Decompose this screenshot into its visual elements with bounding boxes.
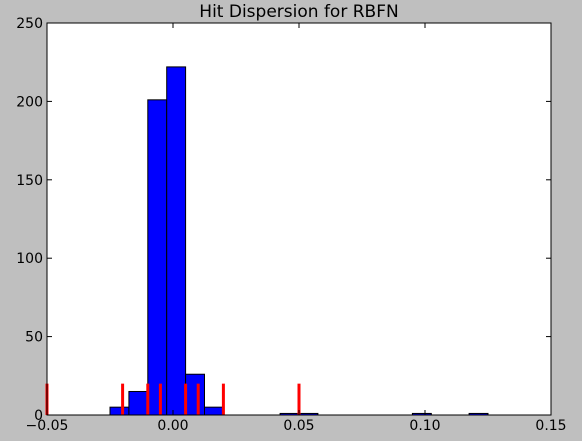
histogram-bar-0	[109, 406, 130, 416]
y-tick-label-3: 150	[16, 173, 43, 189]
axis-ticks	[46, 22, 552, 416]
chart-title: Hit Dispersion for RBFN	[199, 2, 398, 22]
x-tick-label-1: 0.00	[157, 418, 188, 434]
y-tick-label-2: 100	[16, 251, 43, 267]
x-tick-label-3: 0.10	[409, 418, 440, 434]
histogram-bar-5	[204, 406, 224, 416]
y-tick-label-1: 50	[25, 330, 43, 346]
histogram-bar-4	[185, 373, 206, 416]
x-tick-label-0: −0.05	[26, 418, 69, 434]
histogram-bar-1	[128, 390, 149, 416]
histogram-bar-2	[147, 99, 168, 416]
plot-area	[47, 23, 551, 415]
y-tick-label-4: 200	[16, 94, 43, 110]
histogram-bar-3	[166, 66, 187, 416]
x-tick-label-4: 0.15	[535, 418, 566, 434]
marker-lines	[45, 383, 301, 415]
x-tick-label-2: 0.05	[283, 418, 314, 434]
y-tick-label-0: 0	[34, 408, 43, 424]
y-tick-label-5: 250	[16, 16, 43, 32]
tick-labels: −0.05 0.00 0.05 0.10 0.15 0 50 100 150 200 250	[16, 16, 566, 434]
